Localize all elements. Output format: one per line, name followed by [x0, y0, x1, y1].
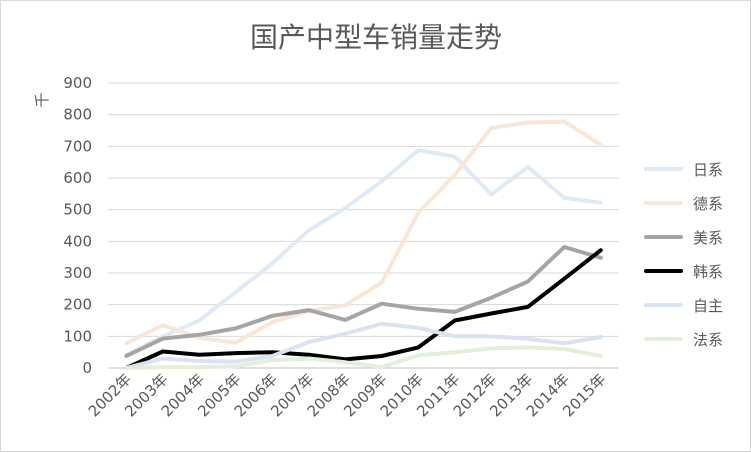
legend-label: 德系 [693, 195, 723, 213]
y-tick-label: 800 [63, 106, 92, 124]
y-tick-label: 900 [63, 74, 92, 92]
series-line [124, 148, 603, 358]
legend-label: 日系 [693, 161, 723, 179]
y-tick-label: 300 [63, 264, 92, 282]
y-tick-label: 400 [63, 232, 92, 250]
y-tick-label: 100 [63, 327, 92, 345]
x-axis-ticks: 2002年2003年2004年2005年2006年2007年2008年2009年… [85, 370, 610, 420]
legend-label: 法系 [693, 331, 723, 349]
series-line [124, 321, 603, 370]
y-tick-label: 600 [63, 169, 92, 187]
legend-label: 美系 [693, 229, 723, 247]
legend-label: 自主 [693, 297, 723, 315]
legend-label: 韩系 [693, 263, 723, 281]
y-tick-label: 200 [63, 296, 92, 314]
y-tick-label: 500 [63, 201, 92, 219]
y-axis-ticks: 0 100 200 300 400 500 600 700 800 900 [63, 74, 92, 377]
series-line [124, 245, 603, 358]
y-tick-label: 700 [63, 137, 92, 155]
y-tick-label: 0 [82, 359, 92, 377]
chart-title: 国产中型车销量走势 [250, 21, 502, 54]
series-line [124, 345, 603, 370]
series-line [124, 119, 603, 346]
series-lines [124, 119, 603, 370]
y-axis-unit-label: 千 [33, 92, 51, 107]
series-line [124, 248, 603, 370]
